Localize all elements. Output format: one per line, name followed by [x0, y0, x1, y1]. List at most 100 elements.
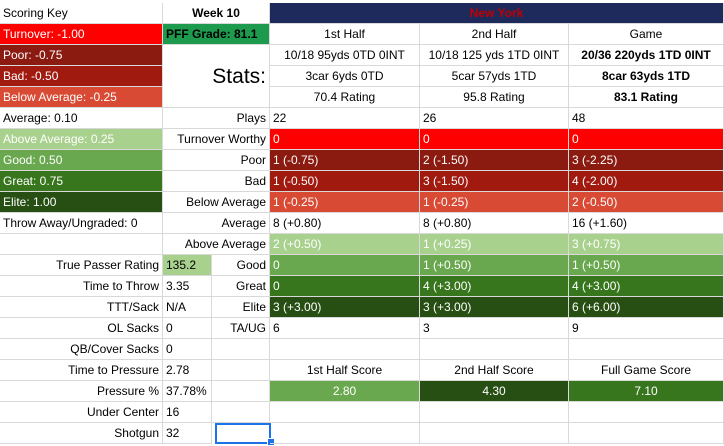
poor-2nd[interactable]: 2 (-1.50): [420, 150, 569, 171]
metric-value-ol-sacks[interactable]: 0: [163, 318, 212, 339]
row-label-ta-ug[interactable]: TA/UG: [212, 318, 270, 339]
elite-game[interactable]: 6 (+6.00): [569, 297, 724, 318]
row-label-good[interactable]: Good: [212, 255, 270, 276]
key-elite[interactable]: Elite: 1.00: [0, 192, 163, 213]
metric-label-under-center[interactable]: Under Center: [0, 402, 163, 423]
plays-game[interactable]: 48: [569, 108, 724, 129]
stats-label[interactable]: Stats:: [163, 45, 270, 108]
below-average-2nd[interactable]: 1 (-0.25): [420, 192, 569, 213]
metric-label-shotgun[interactable]: Shotgun: [0, 423, 163, 444]
empty-cell[interactable]: [0, 234, 163, 255]
row-label-above-average[interactable]: Above Average: [163, 234, 270, 255]
metric-value-time-to-throw[interactable]: 3.35: [163, 276, 212, 297]
great-1st[interactable]: 0: [270, 276, 420, 297]
week-label[interactable]: Week 10: [163, 3, 270, 24]
metric-label-ttt-sack[interactable]: TTT/Sack: [0, 297, 163, 318]
empty-cell[interactable]: [212, 402, 270, 423]
empty-cell[interactable]: [270, 339, 420, 360]
key-great[interactable]: Great: 0.75: [0, 171, 163, 192]
average-1st[interactable]: 8 (+0.80): [270, 213, 420, 234]
scoring-key-title[interactable]: Scoring Key: [0, 3, 163, 24]
bad-game[interactable]: 4 (-2.00): [569, 171, 724, 192]
row-label-great[interactable]: Great: [212, 276, 270, 297]
key-above-average[interactable]: Above Average: 0.25: [0, 129, 163, 150]
key-bad[interactable]: Bad: -0.50: [0, 66, 163, 87]
key-average[interactable]: Average: 0.10: [0, 108, 163, 129]
stat-rushing-1st[interactable]: 3car 6yds 0TD: [270, 66, 420, 87]
bad-2nd[interactable]: 3 (-1.50): [420, 171, 569, 192]
metric-label-time-to-throw[interactable]: Time to Throw: [0, 276, 163, 297]
empty-cell[interactable]: [212, 381, 270, 402]
elite-1st[interactable]: 3 (+3.00): [270, 297, 420, 318]
stat-rating-2nd[interactable]: 95.8 Rating: [420, 87, 569, 108]
key-throw-away[interactable]: Throw Away/Ungraded: 0: [0, 213, 163, 234]
metric-value-time-to-pressure[interactable]: 2.78: [163, 360, 212, 381]
score-label-2nd-half[interactable]: 2nd Half Score: [420, 360, 569, 381]
row-label-below-average[interactable]: Below Average: [163, 192, 270, 213]
score-value-1st-half[interactable]: 2.80: [270, 381, 420, 402]
stat-rating-1st[interactable]: 70.4 Rating: [270, 87, 420, 108]
above-average-1st[interactable]: 2 (+0.50): [270, 234, 420, 255]
turnover-2nd[interactable]: 0: [420, 129, 569, 150]
below-average-game[interactable]: 2 (-0.50): [569, 192, 724, 213]
empty-cell[interactable]: [212, 339, 270, 360]
metric-label-true-passer-rating[interactable]: True Passer Rating: [0, 255, 163, 276]
row-label-turnover-worthy[interactable]: Turnover Worthy: [163, 129, 270, 150]
score-label-1st-half[interactable]: 1st Half Score: [270, 360, 420, 381]
stat-passing-2nd[interactable]: 10/18 125 yds 1TD 0INT: [420, 45, 569, 66]
poor-1st[interactable]: 1 (-0.75): [270, 150, 420, 171]
row-label-average[interactable]: Average: [163, 213, 270, 234]
stat-rushing-game[interactable]: 8car 63yds 1TD: [569, 66, 724, 87]
great-game[interactable]: 4 (+3.00): [569, 276, 724, 297]
metric-value-shotgun[interactable]: 32: [163, 423, 212, 444]
great-2nd[interactable]: 4 (+3.00): [420, 276, 569, 297]
score-value-full-game[interactable]: 7.10: [569, 381, 724, 402]
stat-passing-game[interactable]: 20/36 220yds 1TD 0INT: [569, 45, 724, 66]
row-label-poor[interactable]: Poor: [163, 150, 270, 171]
average-2nd[interactable]: 8 (+0.80): [420, 213, 569, 234]
col-header-1st-half[interactable]: 1st Half: [270, 24, 420, 45]
metric-value-pressure-pct[interactable]: 37.78%: [163, 381, 212, 402]
above-average-game[interactable]: 3 (+0.75): [569, 234, 724, 255]
key-below-average[interactable]: Below Average: -0.25: [0, 87, 163, 108]
ta-ug-2nd[interactable]: 3: [420, 318, 569, 339]
key-good[interactable]: Good: 0.50: [0, 150, 163, 171]
bad-1st[interactable]: 1 (-0.50): [270, 171, 420, 192]
empty-cell[interactable]: [270, 423, 420, 444]
above-average-2nd[interactable]: 1 (+0.25): [420, 234, 569, 255]
empty-cell[interactable]: [212, 360, 270, 381]
empty-cell[interactable]: [420, 423, 569, 444]
metric-label-time-to-pressure[interactable]: Time to Pressure: [0, 360, 163, 381]
empty-cell[interactable]: [569, 339, 724, 360]
col-header-2nd-half[interactable]: 2nd Half: [420, 24, 569, 45]
col-header-game[interactable]: Game: [569, 24, 724, 45]
plays-2nd[interactable]: 26: [420, 108, 569, 129]
empty-cell[interactable]: [569, 402, 724, 423]
metric-value-ttt-sack[interactable]: N/A: [163, 297, 212, 318]
metric-value-qb-cover-sacks[interactable]: 0: [163, 339, 212, 360]
stat-rushing-2nd[interactable]: 5car 57yds 1TD: [420, 66, 569, 87]
empty-cell[interactable]: [420, 402, 569, 423]
selected-cell[interactable]: [215, 423, 271, 444]
row-label-bad[interactable]: Bad: [163, 171, 270, 192]
plays-1st[interactable]: 22: [270, 108, 420, 129]
turnover-game[interactable]: 0: [569, 129, 724, 150]
stat-passing-1st[interactable]: 10/18 95yds 0TD 0INT: [270, 45, 420, 66]
key-turnover[interactable]: Turnover: -1.00: [0, 24, 163, 45]
metric-label-qb-cover-sacks[interactable]: QB/Cover Sacks: [0, 339, 163, 360]
empty-cell[interactable]: [270, 402, 420, 423]
below-average-1st[interactable]: 1 (-0.25): [270, 192, 420, 213]
metric-label-pressure-pct[interactable]: Pressure %: [0, 381, 163, 402]
good-game[interactable]: 1 (+0.50): [569, 255, 724, 276]
poor-game[interactable]: 3 (-2.25): [569, 150, 724, 171]
good-2nd[interactable]: 1 (+0.50): [420, 255, 569, 276]
metric-label-ol-sacks[interactable]: OL Sacks: [0, 318, 163, 339]
turnover-1st[interactable]: 0: [270, 129, 420, 150]
score-label-full-game[interactable]: Full Game Score: [569, 360, 724, 381]
metric-value-true-passer-rating[interactable]: 135.2: [163, 255, 212, 276]
score-value-2nd-half[interactable]: 4.30: [420, 381, 569, 402]
stat-rating-game[interactable]: 83.1 Rating: [569, 87, 724, 108]
pff-grade[interactable]: PFF Grade: 81.1: [163, 24, 270, 45]
elite-2nd[interactable]: 3 (+3.00): [420, 297, 569, 318]
good-1st[interactable]: 0: [270, 255, 420, 276]
